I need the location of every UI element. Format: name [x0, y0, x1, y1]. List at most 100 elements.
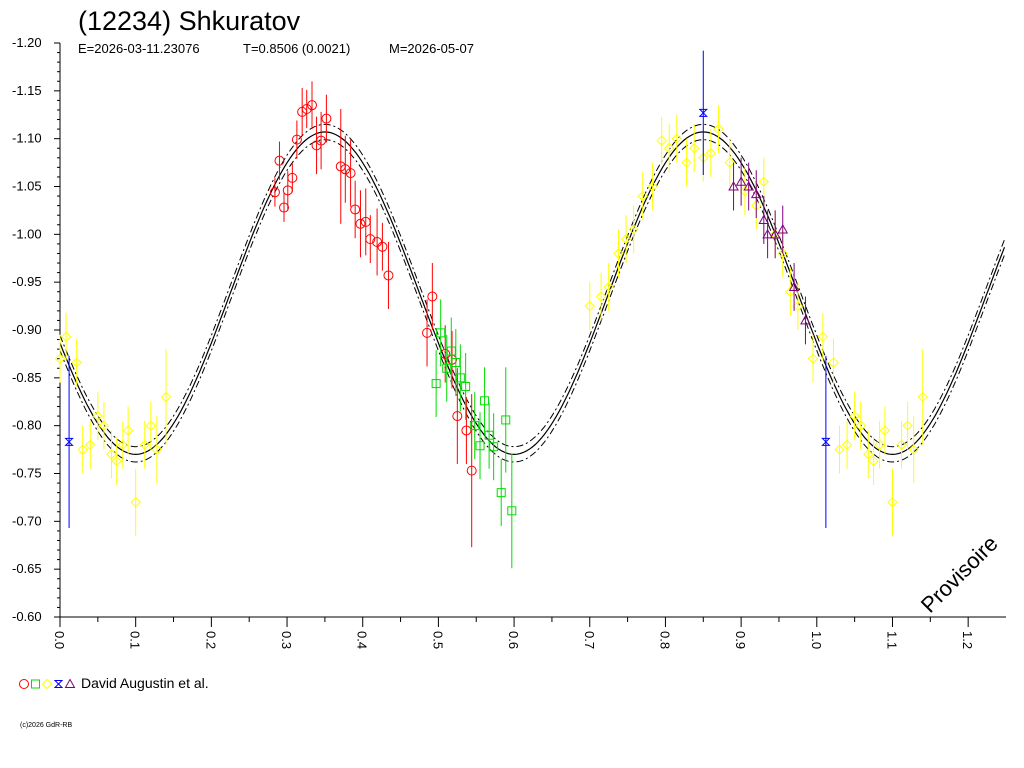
y-tick-label: -1.10 [12, 131, 42, 146]
data-point [321, 113, 332, 124]
data-point [92, 410, 104, 422]
legend-symbol-circle [19, 679, 29, 689]
epoch-label: E=2026-03-11.23076 [78, 41, 200, 56]
x-tick-label: 1.0 [809, 631, 824, 649]
data-point [442, 363, 452, 373]
data-point [139, 439, 150, 451]
data-point [451, 358, 461, 368]
data-point [345, 168, 356, 179]
data-point [849, 410, 860, 422]
data-point [455, 373, 465, 383]
y-tick-label: -0.85 [12, 370, 42, 385]
y-tick-label: -0.90 [12, 322, 42, 337]
data-point [698, 108, 708, 117]
data-point [724, 157, 735, 168]
data-point [340, 164, 351, 175]
fit-curve [59, 123, 1006, 463]
y-tick-label: -1.05 [12, 179, 42, 194]
data-point [117, 439, 129, 451]
data-point [817, 331, 829, 342]
data-point [431, 379, 441, 389]
data-point [484, 430, 494, 440]
data-point [307, 100, 318, 111]
data-point [777, 224, 789, 234]
data-points [54, 50, 928, 569]
data-point [603, 281, 614, 293]
data-point [688, 143, 700, 154]
data-point [821, 437, 831, 446]
data-point [902, 420, 913, 431]
data-point [60, 331, 72, 342]
data-point [461, 425, 472, 436]
data-point [908, 444, 919, 455]
data-point [887, 496, 898, 508]
data-point [874, 439, 885, 451]
data-point [681, 157, 692, 168]
x-tick-label: 1.2 [960, 631, 975, 649]
data-point [863, 449, 874, 460]
y-tick-label: -0.70 [12, 513, 42, 528]
data-point [750, 188, 762, 199]
data-point [452, 411, 463, 422]
data-point [868, 455, 879, 467]
fit-upper-band [59, 139, 1005, 463]
series-hourglass [64, 50, 831, 529]
x-tick-label: 0.9 [733, 631, 748, 649]
legend-symbol-square [31, 679, 40, 689]
data-point [879, 425, 891, 436]
data-point [365, 234, 376, 245]
copyright-text: (c)2026 GdR-RB [20, 722, 72, 729]
data-point [828, 357, 839, 368]
data-point [287, 172, 298, 183]
data-point [269, 187, 280, 198]
data-point [475, 441, 485, 451]
data-point [54, 353, 66, 364]
data-point [130, 496, 141, 508]
data-point [647, 181, 658, 192]
series-triangle [728, 157, 811, 345]
data-point [855, 420, 866, 431]
data-point [807, 353, 819, 364]
data-point [743, 180, 755, 191]
data-point [377, 241, 388, 252]
data-point [507, 506, 517, 516]
data-point [637, 190, 648, 202]
data-point [422, 327, 433, 338]
data-point [383, 270, 394, 281]
x-tick-label: 0.3 [279, 631, 294, 649]
x-tick-label: 0.8 [657, 631, 672, 649]
y-tick-label: -1.15 [12, 83, 42, 98]
data-point [758, 176, 770, 187]
data-point [735, 176, 747, 186]
x-tick-label: 0.6 [506, 631, 521, 649]
data-point [613, 248, 624, 259]
data-point [584, 300, 595, 312]
x-tick-label: 0.2 [203, 631, 218, 649]
data-point [466, 465, 477, 476]
data-point [664, 143, 675, 154]
data-point [713, 123, 724, 135]
legend-label: David Augustin et al. [81, 675, 209, 691]
data-point [151, 444, 163, 455]
y-tick-label: -0.80 [12, 418, 42, 433]
data-point [145, 420, 157, 431]
data-point [77, 444, 88, 455]
data-point [274, 155, 285, 166]
data-point [841, 439, 853, 451]
data-point [788, 281, 800, 291]
x-tick-label: 0.7 [582, 631, 597, 649]
fit-lower-band [59, 123, 1005, 448]
data-point [461, 381, 471, 391]
period-label: T=0.8506 (0.0021) [243, 41, 350, 56]
x-tick-label: 0.0 [52, 631, 67, 649]
data-point [917, 391, 928, 403]
y-tick-label: -1.00 [12, 226, 42, 241]
data-point [122, 425, 134, 436]
data-point [355, 218, 366, 229]
fit-line [59, 131, 1006, 456]
data-point [671, 133, 682, 144]
data-point [620, 233, 632, 245]
data-point [834, 444, 845, 455]
data-point [160, 391, 172, 403]
